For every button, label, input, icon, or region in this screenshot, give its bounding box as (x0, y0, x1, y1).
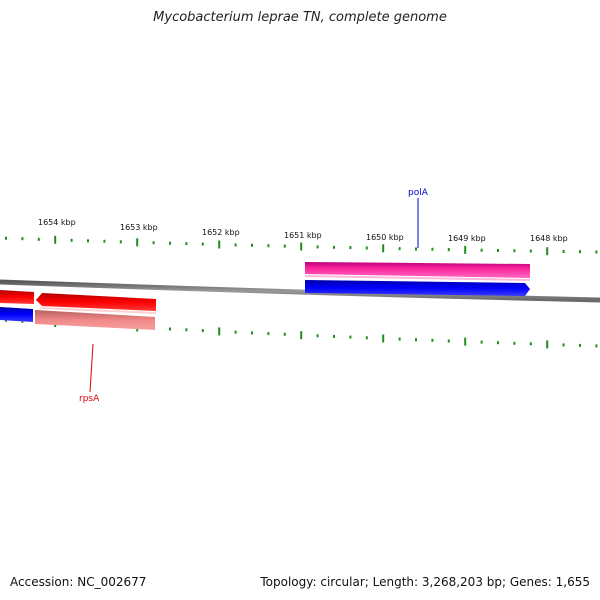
gene-polA-label[interactable]: polA (408, 188, 429, 198)
feature-forward-magenta[interactable] (305, 262, 530, 278)
tick-label-1653: 1653 kbp (120, 223, 158, 232)
feature-pink[interactable] (35, 310, 155, 330)
genome-title: Mycobacterium leprae TN, complete genome (153, 10, 447, 25)
feature-left-red-partial[interactable] (0, 290, 34, 304)
topology-text: Topology: circular; Length: 3,268,203 bp… (260, 575, 590, 589)
tick-label-1651: 1651 kbp (284, 231, 322, 240)
tick-label-1652: 1652 kbp (202, 228, 240, 237)
tick-label-1654: 1654 kbp (38, 218, 76, 227)
gene-rpsA-arrow[interactable] (36, 293, 156, 311)
gene-rpsA-label[interactable]: rpsA (79, 394, 100, 404)
genome-backbone (0, 279, 600, 303)
gene-rpsA-leader (89, 343, 94, 393)
gene-polA-arrow[interactable] (305, 280, 530, 296)
tick-label-1648: 1648 kbp (530, 234, 568, 243)
feature-forward-magenta-highlight (305, 275, 530, 281)
tick-label-1649: 1649 kbp (448, 234, 486, 243)
feature-rpsA-highlight (40, 307, 156, 314)
outer-tick-row (5, 235, 598, 256)
feature-left-blue-partial[interactable] (0, 307, 33, 322)
tick-label-1650: 1650 kbp (366, 233, 404, 242)
accession-text: Accession: NC_002677 (10, 575, 147, 589)
tick-labels: 1654 kbp 1653 kbp 1652 kbp 1651 kbp 1650… (38, 218, 568, 243)
